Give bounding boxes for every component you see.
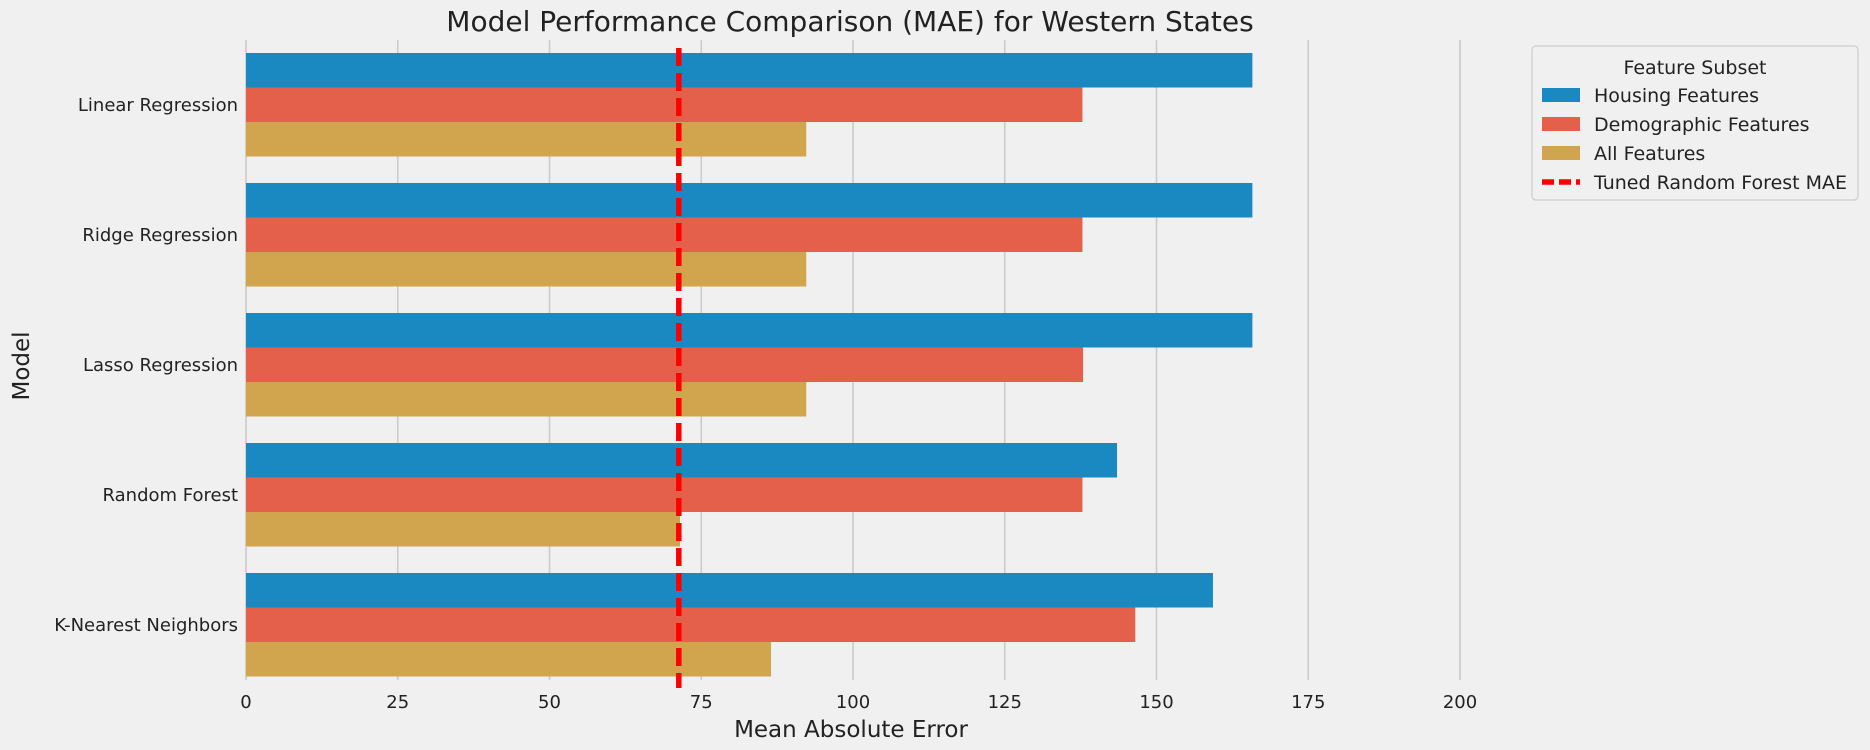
y-axis-title: Model	[9, 331, 35, 400]
legend-swatch-0	[1542, 88, 1580, 102]
y-tick-labels: Linear Regression Ridge Regression Lasso R…	[54, 95, 238, 636]
bar-lasso-regression-all-features	[246, 382, 807, 417]
bar-linear-regression-housing-features	[246, 53, 1253, 88]
y-tick-label: Random Forest	[103, 485, 238, 506]
legend-label-2: All Features	[1594, 143, 1705, 165]
x-tick-label: 75	[690, 692, 713, 713]
y-tick-label: Ridge Regression	[82, 225, 238, 246]
legend-label-reference: Tuned Random Forest MAE	[1593, 172, 1847, 194]
bar-random-forest-demographic-features	[246, 477, 1083, 512]
chart-title: Model Performance Comparison (MAE) for W…	[446, 5, 1253, 38]
legend-swatch-1	[1542, 117, 1580, 131]
legend-title: Feature Subset	[1623, 57, 1766, 79]
x-tick-label: 200	[1443, 692, 1477, 713]
x-tick-label: 175	[1291, 692, 1325, 713]
bar-k-nearest-neighbors-housing-features	[246, 573, 1213, 608]
x-tick-label: 125	[988, 692, 1022, 713]
bar-linear-regression-demographic-features	[246, 87, 1083, 122]
bar-k-nearest-neighbors-all-features	[246, 642, 772, 677]
y-tick-label: K-Nearest Neighbors	[54, 615, 238, 636]
legend-frame	[1531, 45, 1859, 201]
bar-lasso-regression-demographic-features	[246, 347, 1084, 382]
bar-lasso-regression-housing-features	[246, 313, 1253, 348]
x-tick-label: 150	[1139, 692, 1173, 713]
legend-label-0: Housing Features	[1594, 85, 1759, 107]
x-tick-labels: 0 25 50 75 100 125 150 175 200	[240, 692, 1477, 713]
x-tick-label: 50	[538, 692, 561, 713]
bar-k-nearest-neighbors-demographic-features	[246, 607, 1136, 642]
x-tick-label: 100	[836, 692, 870, 713]
legend-items: Housing Features Demographic Features All …	[1542, 85, 1847, 194]
bar-ridge-regression-housing-features	[246, 183, 1253, 218]
bar-random-forest-all-features	[246, 512, 681, 547]
x-tick-label: 0	[240, 692, 251, 713]
x-axis-title: Mean Absolute Error	[734, 717, 968, 743]
legend-label-1: Demographic Features	[1594, 114, 1810, 136]
y-tick-label: Linear Regression	[78, 95, 238, 116]
x-tick-label: 25	[386, 692, 409, 713]
bar-ridge-regression-all-features	[246, 252, 807, 287]
legend: Feature Subset Housing Features Demograph…	[1531, 45, 1859, 201]
y-tick-label: Lasso Regression	[83, 355, 238, 376]
bar-linear-regression-all-features	[246, 122, 807, 157]
bars	[246, 53, 1253, 677]
bar-ridge-regression-demographic-features	[246, 217, 1083, 252]
legend-swatch-2	[1542, 146, 1580, 160]
